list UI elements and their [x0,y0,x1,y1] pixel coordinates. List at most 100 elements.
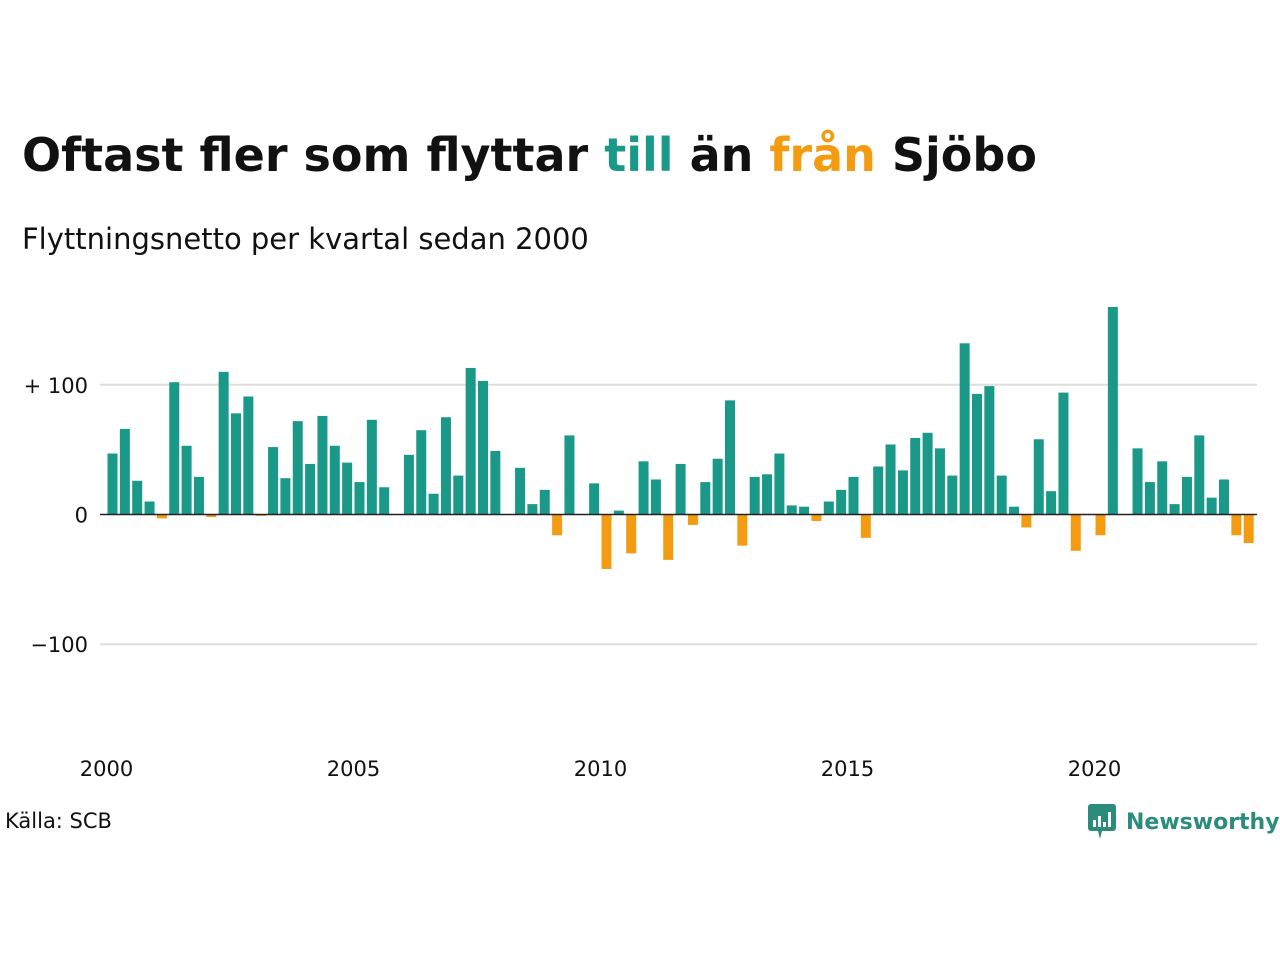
title-part-3: Sjöbo [875,128,1037,182]
bar [1194,435,1205,515]
bar [132,480,143,515]
title-highlight-till: till [604,128,674,182]
bar [1033,439,1044,515]
x-axis-ticks: 2000 2005 2010 2015 2020 [80,757,1121,781]
bar [539,489,550,515]
brand-logo: Newsworthy [1088,803,1280,841]
bar [218,371,229,515]
bar [169,382,180,515]
bar [1009,506,1020,515]
bar [527,504,538,515]
bar [823,501,834,515]
bar [478,380,488,515]
bar [156,514,167,519]
bar [1132,448,1143,515]
bar [700,482,711,515]
bar [1107,306,1118,515]
bar [613,510,624,515]
x-tick-label: 2000 [80,757,133,781]
bar [650,479,661,515]
bar [1144,482,1155,515]
bar [860,514,871,538]
bar [329,445,340,515]
x-tick-label: 2020 [1068,757,1121,781]
source-note: Källa: SCB [5,809,112,833]
bar [243,396,254,515]
bar [799,506,810,515]
bar [848,476,859,515]
bar [1181,476,1192,515]
bar [1243,514,1254,544]
bar [626,514,637,554]
bar [206,514,217,518]
bar [786,505,797,515]
bar [342,462,353,515]
y-tick-label: −100 [30,633,88,657]
title-highlight-fran: från [769,128,876,182]
bar [836,489,847,515]
bar [675,463,686,515]
bar [453,475,464,515]
bar [231,413,241,515]
bar [589,483,600,515]
bar [144,501,155,515]
bar [552,514,563,536]
bar [268,447,279,515]
bar [1095,514,1106,536]
newsworthy-logo-icon [1088,804,1116,839]
bar [897,470,908,515]
bar [193,476,204,515]
bar [922,432,933,515]
bar [119,428,130,515]
x-tick-label: 2015 [821,757,874,781]
bar [725,400,735,515]
bar [601,514,612,569]
bar [934,448,945,515]
bar [1058,392,1069,515]
grid-lines [100,383,1257,646]
bar [292,421,303,515]
title-part-2: än [673,128,770,182]
bar [366,419,377,515]
bar [712,458,723,515]
bar [1157,461,1168,515]
bar [959,343,970,515]
x-tick-label: 2005 [327,757,380,781]
bar [737,514,748,546]
bar [996,475,1007,515]
chart-subtitle: Flyttningsnetto per kvartal sedan 2000 [22,222,589,256]
bar [910,437,921,515]
brand-name: Newsworthy [1126,809,1280,835]
bar [873,466,884,515]
bar [811,514,822,521]
bar [762,474,773,515]
bar [1070,514,1081,551]
bar [663,514,674,560]
bar [984,386,995,515]
bar [774,453,785,515]
bar [515,467,526,515]
bar [428,493,439,515]
bar [749,476,760,515]
bar [1046,491,1057,515]
y-tick-label: + 100 [24,374,88,398]
bar [416,430,427,515]
x-tick-label: 2010 [574,757,627,781]
bar [317,415,328,515]
y-axis-ticks: + 100 0 −100 [24,374,88,657]
bar [490,450,501,515]
bar [687,514,698,525]
bar [305,463,316,515]
bars [107,306,1254,569]
bar [947,475,958,515]
bar [1021,514,1032,528]
bar [181,445,192,515]
bar [107,453,118,515]
bar [638,461,649,515]
bar [440,417,451,515]
bar [1231,514,1242,536]
bar [1169,504,1180,515]
chart-title: Oftast fler som flyttar till än från Sjö… [22,128,1037,182]
bar [564,435,575,515]
